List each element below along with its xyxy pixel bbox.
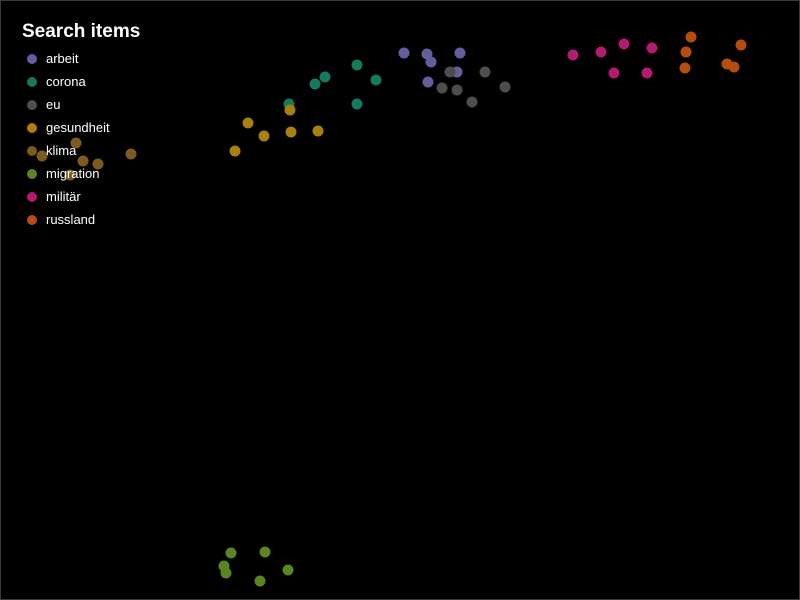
series-arbeit — [398, 47, 466, 88]
data-point — [351, 59, 363, 71]
legend-items: arbeit corona eu gesundheit klima migration mi… — [22, 47, 140, 231]
data-point — [125, 148, 137, 160]
data-point — [259, 546, 271, 558]
data-point — [258, 130, 270, 142]
data-point — [436, 82, 448, 94]
data-point — [425, 56, 437, 68]
legend-label: gesundheit — [46, 120, 110, 135]
data-point — [282, 564, 294, 576]
legend-swatch — [27, 76, 37, 87]
legend-item: militär — [22, 185, 140, 208]
legend-swatch — [27, 99, 37, 110]
legend-label: russland — [46, 212, 96, 227]
data-point — [242, 117, 254, 129]
legend-item: russland — [22, 208, 140, 231]
legend-swatch — [27, 53, 37, 64]
legend-label: arbeit — [46, 51, 79, 66]
legend-item: klima — [22, 139, 140, 162]
data-point — [64, 169, 76, 181]
data-point — [319, 71, 331, 83]
series-gesundheit — [229, 104, 324, 157]
series-eu — [436, 66, 511, 108]
data-point — [685, 31, 697, 43]
data-point — [735, 39, 747, 51]
data-point — [608, 67, 620, 79]
data-point — [220, 567, 232, 579]
series-corona — [283, 59, 382, 110]
data-point — [36, 150, 48, 162]
series-migration — [218, 546, 294, 587]
data-point — [285, 126, 297, 138]
data-point — [728, 61, 740, 73]
legend-label: eu — [46, 97, 61, 112]
data-point — [351, 98, 363, 110]
legend-item: eu — [22, 93, 140, 116]
data-point — [451, 84, 463, 96]
legend-label: migration — [46, 166, 100, 181]
series-militär — [567, 38, 658, 79]
legend-label: militär — [46, 189, 81, 204]
data-point — [422, 76, 434, 88]
data-point — [284, 104, 296, 116]
legend-item: migration — [22, 162, 140, 185]
data-point — [312, 125, 324, 137]
data-point — [680, 46, 692, 58]
data-point — [595, 46, 607, 58]
data-point — [479, 66, 491, 78]
legend-label: corona — [46, 74, 86, 89]
legend: Search items arbeit corona eu gesundheit kli… — [22, 21, 140, 231]
data-point — [444, 66, 456, 78]
legend-item: arbeit — [22, 47, 140, 70]
data-point — [398, 47, 410, 59]
data-point — [254, 575, 266, 587]
data-point — [70, 137, 82, 149]
data-point — [499, 81, 511, 93]
data-point — [679, 62, 691, 74]
data-point — [454, 47, 466, 59]
legend-item: gesundheit — [22, 116, 140, 139]
data-point — [370, 74, 382, 86]
data-point — [466, 96, 478, 108]
data-point — [646, 42, 658, 54]
legend-swatch — [27, 122, 37, 133]
data-point — [309, 78, 321, 90]
legend-label: klima — [46, 143, 77, 158]
legend-swatch — [27, 168, 37, 179]
series-russland — [679, 31, 747, 74]
data-point — [641, 67, 653, 79]
data-point — [77, 155, 89, 167]
legend-swatch — [27, 214, 37, 225]
series-klima — [36, 137, 137, 181]
legend-swatch — [27, 145, 37, 156]
data-point — [567, 49, 579, 61]
legend-title: Search items — [22, 21, 141, 42]
data-point — [225, 547, 237, 559]
legend-swatch — [27, 191, 37, 202]
data-point — [92, 158, 104, 170]
data-point — [229, 145, 241, 157]
legend-item: corona — [22, 70, 140, 93]
data-point — [618, 38, 630, 50]
